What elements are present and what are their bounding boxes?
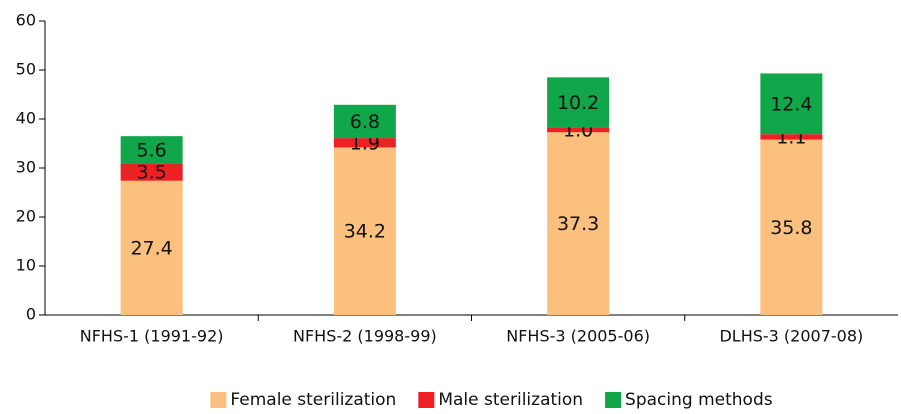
data-label: 5.6	[137, 139, 167, 161]
y-tick-label: 10	[16, 256, 36, 275]
x-tick-label: NFHS-2 (1998-99)	[293, 327, 437, 346]
y-tick-label: 40	[16, 109, 36, 128]
bar-segment	[333, 147, 396, 315]
legend-label: Male sterilization	[438, 390, 583, 410]
data-label: 3.5	[137, 162, 167, 184]
legend-label: Spacing methods	[625, 390, 773, 410]
bar-segment	[760, 73, 823, 135]
y-tick-label: 20	[16, 207, 36, 226]
legend-swatch	[605, 392, 622, 408]
bar-segment	[547, 77, 610, 128]
y-tick-label: 0	[26, 305, 36, 324]
x-tick-label: NFHS-1 (1991-92)	[80, 327, 224, 346]
x-tick-label: DLHS-3 (2007-08)	[719, 327, 863, 346]
bar-segment	[120, 163, 183, 181]
bar-segment	[547, 132, 610, 315]
data-label: 12.4	[770, 93, 812, 115]
data-label: 35.8	[770, 217, 812, 239]
y-tick-label: 50	[16, 60, 36, 79]
data-label: 37.3	[557, 213, 599, 235]
legend-label: Female sterilization	[230, 390, 396, 410]
x-tick-label: NFHS-3 (2005-06)	[506, 327, 650, 346]
data-label: 10.2	[557, 92, 599, 114]
y-tick-label: 30	[16, 158, 36, 177]
data-label: 34.2	[344, 221, 386, 243]
bar-segment	[760, 139, 823, 315]
legend-swatch	[210, 392, 227, 408]
data-label: 27.4	[130, 237, 172, 259]
bar-segment	[333, 104, 396, 139]
bar-segment	[333, 138, 396, 148]
bar-segment	[547, 127, 610, 133]
bar-segment	[760, 134, 823, 140]
y-tick-label: 60	[16, 11, 36, 30]
bar-segment	[120, 136, 183, 164]
data-label: 6.8	[350, 111, 380, 133]
legend-swatch	[418, 392, 435, 408]
bar-segment	[120, 180, 183, 315]
